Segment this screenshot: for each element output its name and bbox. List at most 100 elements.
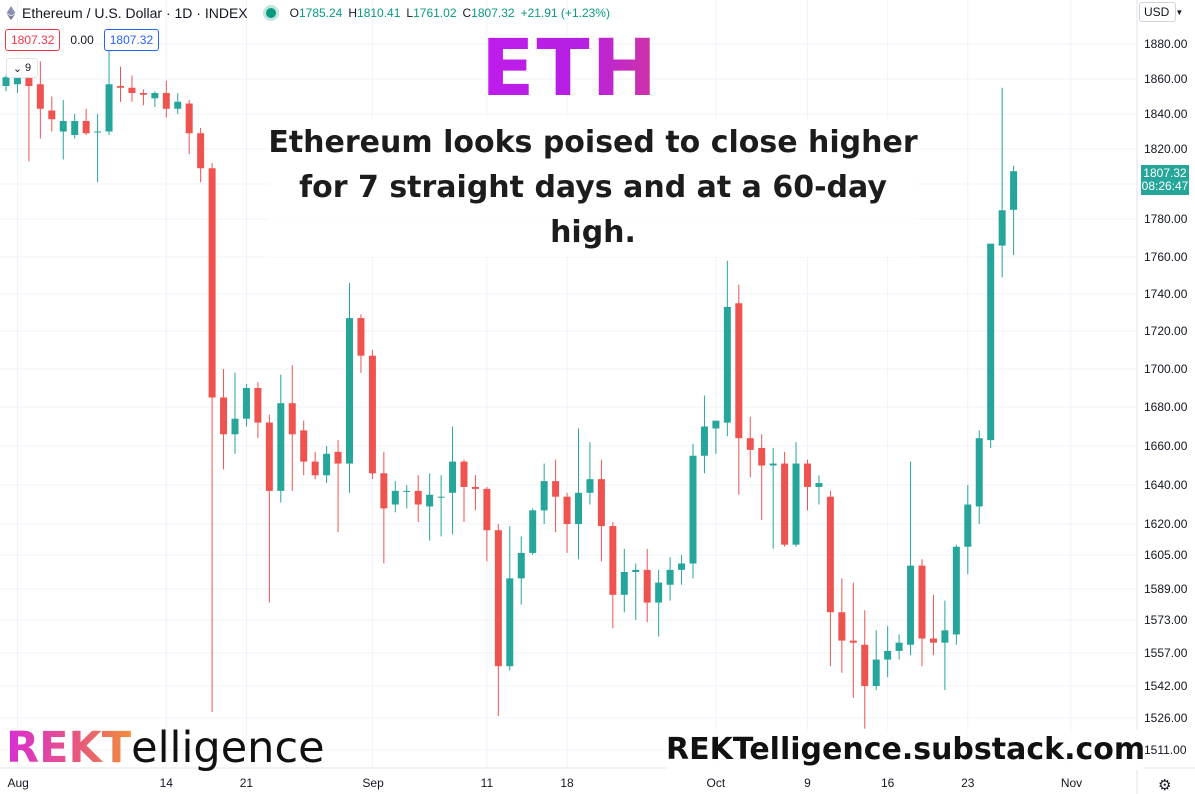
candle[interactable] [105, 51, 113, 135]
candle[interactable] [861, 610, 869, 729]
candle[interactable] [815, 475, 823, 505]
candle[interactable] [254, 382, 262, 439]
candle-body [517, 552, 525, 579]
candle[interactable] [655, 569, 663, 637]
candle[interactable] [174, 93, 182, 114]
candle[interactable] [964, 485, 972, 575]
candle[interactable] [746, 416, 754, 478]
candle[interactable] [128, 75, 136, 102]
settings-gear-icon[interactable]: ⚙ [1158, 777, 1172, 794]
candle[interactable] [941, 600, 949, 690]
candle[interactable] [907, 461, 915, 656]
candle[interactable] [208, 163, 216, 712]
candle[interactable] [346, 282, 353, 493]
candle[interactable] [449, 426, 457, 535]
candle[interactable] [998, 87, 1006, 278]
candle[interactable] [792, 442, 800, 547]
candle[interactable] [311, 451, 319, 480]
candle[interactable] [414, 475, 422, 523]
candle[interactable] [689, 444, 697, 579]
candle[interactable] [437, 475, 445, 537]
candle[interactable] [483, 486, 491, 562]
candle[interactable] [620, 548, 628, 613]
candle[interactable] [506, 526, 514, 671]
candle[interactable] [678, 555, 686, 585]
candle[interactable] [838, 578, 846, 673]
candle[interactable] [1010, 165, 1018, 256]
candle[interactable] [735, 284, 743, 495]
candle[interactable] [220, 369, 228, 470]
symbol-title[interactable]: Ethereum / U.S. Dollar · 1D · INDEX [22, 5, 248, 21]
currency-selector[interactable]: USD ▼ [1139, 2, 1183, 22]
candle[interactable] [36, 61, 44, 139]
candle[interactable] [895, 634, 903, 660]
candle[interactable] [552, 459, 560, 533]
candle[interactable] [918, 559, 926, 667]
sell-price-button[interactable]: 1807.32 [5, 29, 61, 51]
candle[interactable] [71, 114, 79, 139]
candle[interactable] [139, 89, 147, 106]
candle[interactable] [952, 544, 960, 645]
candle[interactable] [300, 420, 308, 476]
candle[interactable] [849, 582, 857, 698]
candle[interactable] [357, 314, 365, 373]
market-status-dot[interactable] [265, 8, 276, 18]
candle[interactable] [723, 260, 731, 437]
candle[interactable] [872, 630, 880, 690]
candle[interactable] [540, 463, 548, 524]
candle[interactable] [975, 430, 983, 524]
candle[interactable] [151, 91, 159, 107]
candle[interactable] [781, 451, 789, 547]
candle[interactable] [471, 475, 479, 511]
candle[interactable] [758, 434, 766, 521]
candle[interactable] [586, 442, 594, 505]
high-value: 1810.41 [357, 6, 401, 20]
candle[interactable] [563, 492, 571, 553]
candle[interactable] [700, 395, 708, 474]
candle[interactable] [403, 485, 411, 509]
candle[interactable] [666, 557, 674, 601]
candle[interactable] [826, 490, 834, 667]
buy-price-button[interactable]: 1807.32 [103, 29, 160, 51]
candle[interactable] [426, 473, 434, 541]
candle[interactable] [987, 243, 995, 448]
candle[interactable] [277, 374, 285, 503]
candle[interactable] [529, 508, 537, 555]
candle[interactable] [609, 522, 617, 629]
candle[interactable] [368, 350, 376, 480]
candle[interactable] [2, 75, 10, 92]
candle[interactable] [804, 459, 811, 511]
candle[interactable] [712, 420, 720, 454]
brand-logo: REKTelligence [6, 722, 325, 774]
candle[interactable] [632, 563, 640, 621]
candle[interactable] [884, 626, 892, 678]
candle[interactable] [197, 128, 205, 183]
candle[interactable] [517, 536, 525, 605]
candle[interactable] [380, 451, 388, 564]
candle[interactable] [117, 66, 124, 102]
candle[interactable] [460, 459, 468, 523]
candle[interactable] [288, 365, 296, 491]
candle-body [826, 496, 834, 613]
candle[interactable] [242, 384, 250, 427]
candle[interactable] [82, 108, 90, 135]
candle[interactable] [769, 447, 777, 549]
candle[interactable] [323, 446, 331, 484]
candle[interactable] [597, 459, 605, 562]
candle[interactable] [643, 548, 651, 623]
candle[interactable] [265, 414, 273, 603]
candle[interactable] [391, 481, 399, 513]
candle[interactable] [575, 428, 582, 560]
candle[interactable] [94, 114, 102, 183]
candle[interactable] [59, 100, 67, 160]
candle[interactable] [162, 80, 170, 118]
candle[interactable] [929, 594, 937, 656]
indicators-toggle-button[interactable]: ⌄ 9 [6, 58, 38, 78]
candle[interactable] [334, 440, 342, 533]
candle-body [380, 473, 388, 509]
candle[interactable] [231, 372, 239, 454]
candle[interactable] [48, 96, 56, 132]
candle[interactable] [494, 524, 502, 716]
candle[interactable] [185, 100, 193, 155]
